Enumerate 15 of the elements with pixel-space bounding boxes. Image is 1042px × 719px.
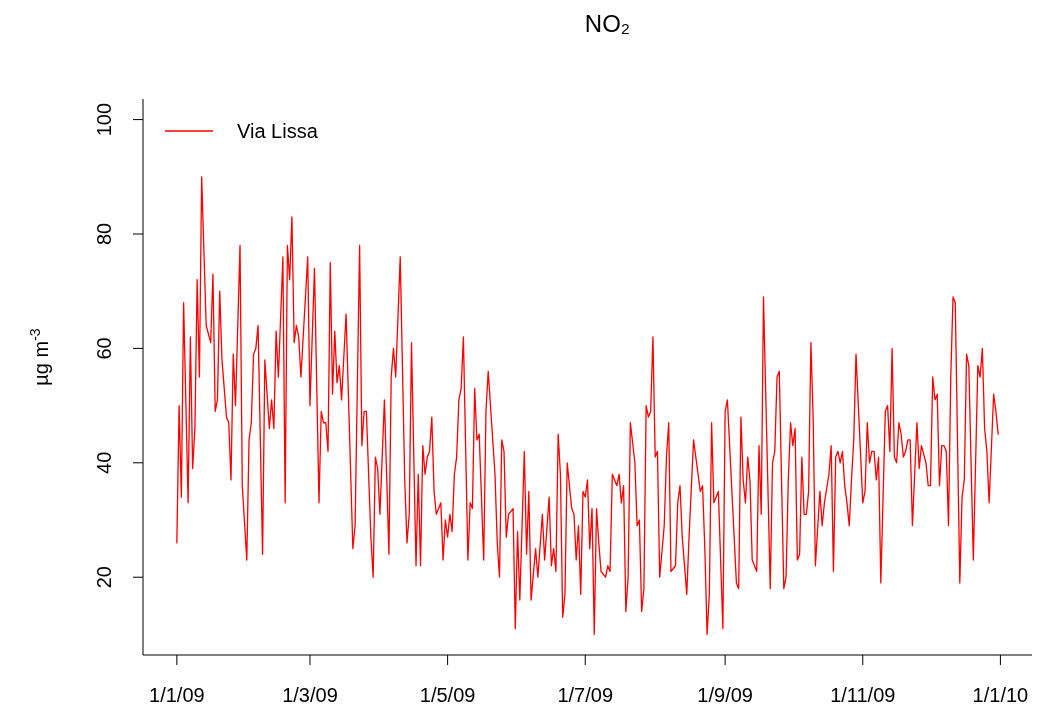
line-series (176, 176, 999, 636)
x-tick-label: 1/1/10 (972, 684, 1029, 706)
x-tick-label: 1/1/09 (149, 684, 205, 706)
y-tick-label: 60 (93, 337, 115, 360)
legend-label: Via Lissa (237, 120, 319, 142)
y-tick-label: 40 (93, 451, 115, 474)
x-tick-label: 1/5/09 (419, 684, 476, 706)
y-tick-label: 20 (93, 566, 115, 589)
y-tick-label: 80 (93, 222, 115, 246)
x-tick-label: 1/3/09 (282, 684, 338, 706)
x-tick-label: 1/7/09 (557, 684, 614, 706)
x-tick-label: 1/11/09 (830, 684, 896, 706)
chart-title: NO₂ (584, 10, 631, 37)
x-tick-label: 1/9/09 (697, 684, 753, 706)
y-tick-label: 100 (93, 102, 115, 137)
